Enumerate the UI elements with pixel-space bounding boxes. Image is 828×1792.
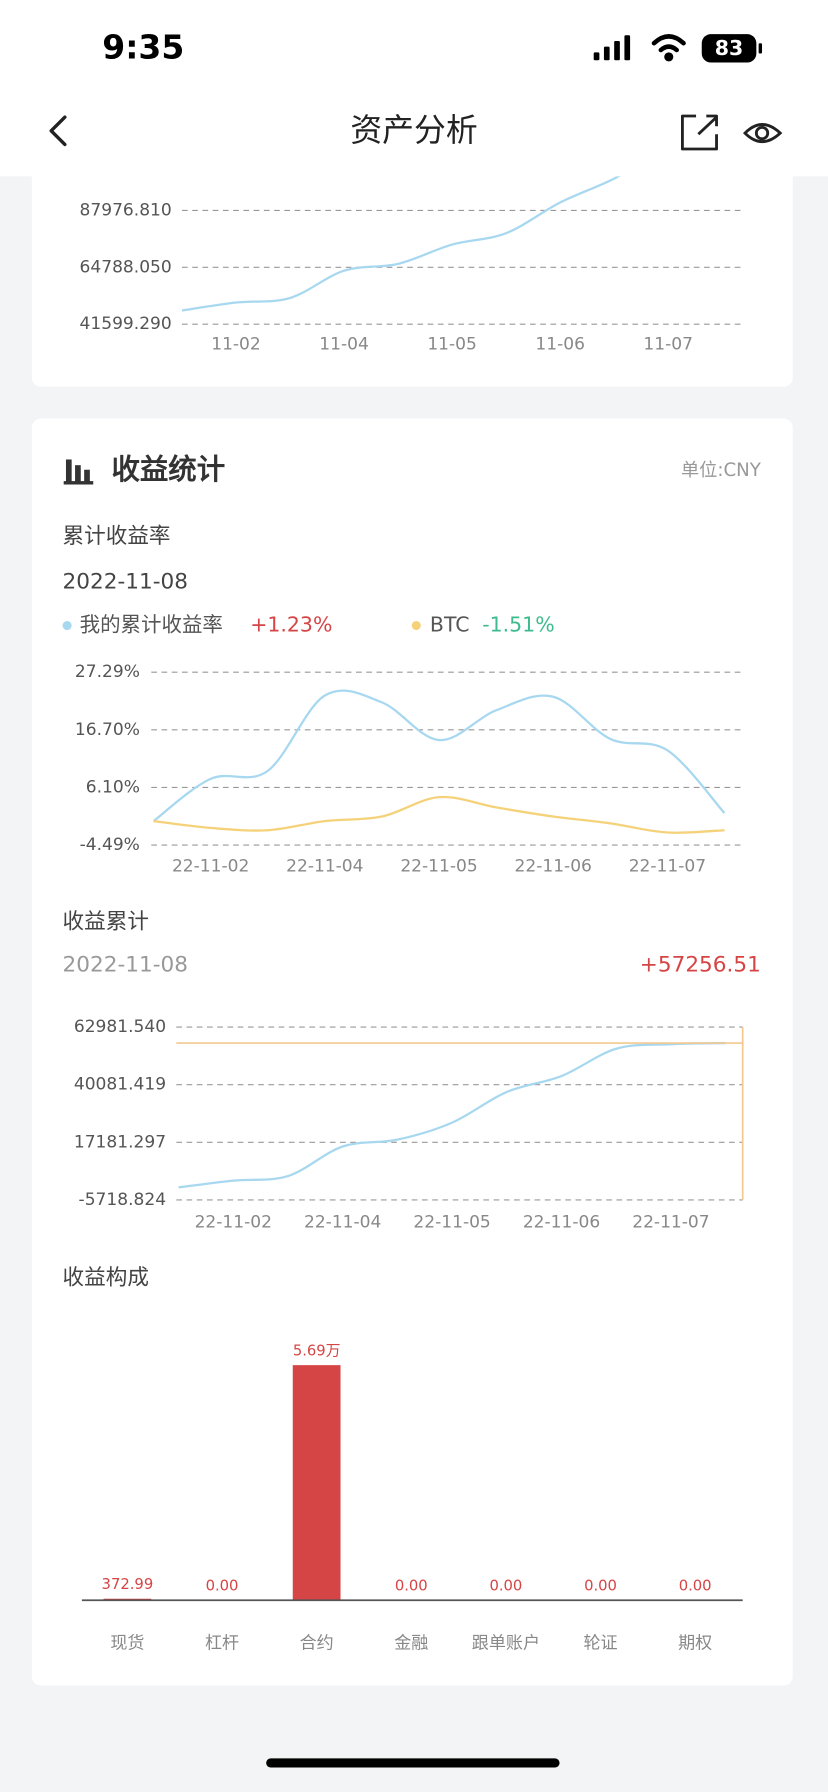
chart-icon bbox=[63, 459, 94, 485]
y-tick-label: 27.29% bbox=[75, 662, 140, 682]
chart-title: 收益累计 bbox=[63, 909, 149, 934]
x-tick-label: 11-05 bbox=[427, 335, 477, 355]
section-title: 收益统计 bbox=[111, 453, 225, 486]
x-tick-label: 22-11-07 bbox=[632, 1213, 709, 1233]
x-tick-label: 22-11-05 bbox=[413, 1213, 490, 1233]
nav-bar: 资产分析 bbox=[0, 0, 828, 177]
y-tick-label: 16.70% bbox=[75, 720, 140, 740]
x-tick-label: 22-11-02 bbox=[195, 1213, 272, 1233]
battery-tip bbox=[758, 43, 763, 54]
x-tick-label: 11-02 bbox=[211, 335, 261, 355]
value-label: 0.00 bbox=[679, 1578, 712, 1595]
y-tick-label: -4.49% bbox=[80, 835, 140, 855]
y-tick-label: 64788.050 bbox=[80, 257, 172, 277]
y-tick-label: 87976.810 bbox=[80, 200, 172, 220]
battery bbox=[701, 34, 757, 63]
unit: 单位:CNY bbox=[681, 460, 762, 481]
value-label: 0.00 bbox=[206, 1578, 239, 1595]
card bbox=[31, 418, 793, 1686]
battery-level: 83 bbox=[715, 36, 743, 60]
chart: -4.49% 6.10% 16.70% 27.29% 22-11-02 22-11-04 2… bbox=[75, 662, 743, 877]
line bbox=[181, 176, 621, 312]
value-label: 0.00 bbox=[395, 1578, 428, 1595]
status-bar: 9:35 83 bbox=[102, 27, 763, 66]
x-tick-label: 22-11-06 bbox=[523, 1213, 600, 1233]
x-tick-label: 现货 bbox=[110, 1633, 144, 1653]
chart-subtitle: 2022-11-08 bbox=[63, 953, 188, 978]
x-tick-label: 11-06 bbox=[535, 335, 585, 355]
chart-title: 收益构成 bbox=[63, 1265, 149, 1290]
chart-subtitle: 2022-11-08 bbox=[63, 569, 188, 594]
x-tick-label: 22-11-04 bbox=[304, 1213, 381, 1233]
current-value: +57256.51 bbox=[640, 953, 761, 978]
plot bbox=[181, 176, 621, 312]
share-button[interactable] bbox=[680, 114, 718, 151]
x-tick-label: 11-07 bbox=[643, 335, 693, 355]
y-tick-label: 17181.297 bbox=[74, 1132, 166, 1152]
x-tick-label: 杠杆 bbox=[205, 1633, 239, 1653]
x-tick-label: 期权 bbox=[678, 1633, 712, 1653]
value-label: 0.00 bbox=[584, 1578, 617, 1595]
legend-label: 我的累计收益率 bbox=[80, 613, 223, 637]
line bbox=[152, 689, 726, 822]
x-tick-label: 22-11-06 bbox=[515, 857, 592, 877]
y-tick-label: -5718.824 bbox=[79, 1190, 167, 1210]
page-title: 资产分析 bbox=[350, 111, 477, 149]
y-tick-label: 62981.540 bbox=[74, 1017, 166, 1037]
legend: 我的累计收益率 +1.23% BTC -1.51% bbox=[62, 613, 555, 637]
line bbox=[153, 795, 725, 834]
x-tick-label: 22-11-04 bbox=[286, 857, 363, 877]
x-tick-label: 22-11-02 bbox=[172, 857, 249, 877]
y-tick-label: 6.10% bbox=[86, 777, 140, 797]
home-indicator bbox=[266, 1758, 560, 1768]
y-tick-label: 41599.290 bbox=[80, 314, 172, 334]
x-tick-label: 11-04 bbox=[319, 335, 369, 355]
chart-title: 累计收益率 bbox=[63, 524, 171, 549]
visibility-toggle[interactable] bbox=[742, 123, 783, 144]
clock: 9:35 bbox=[102, 27, 184, 66]
value-label: 5.69万 bbox=[293, 1342, 341, 1359]
legend-dot bbox=[411, 621, 421, 631]
line bbox=[178, 1041, 726, 1189]
x-tick-label: 22-11-07 bbox=[629, 857, 706, 877]
chart: -5718.824 17181.297 40081.419 62981.540 22-1… bbox=[74, 1017, 744, 1233]
legend-dot bbox=[62, 621, 72, 631]
signal bbox=[593, 35, 631, 61]
bar bbox=[292, 1365, 341, 1601]
section-header: 收益统计 单位:CNY bbox=[63, 453, 762, 486]
legend-value: -1.51% bbox=[482, 613, 554, 637]
x-tick-label: 合约 bbox=[300, 1633, 334, 1653]
legend-label: BTC bbox=[430, 613, 470, 637]
x-tick-label: 金融 bbox=[394, 1633, 428, 1653]
value-label: 372.99 bbox=[102, 1576, 154, 1593]
back-button[interactable] bbox=[49, 115, 67, 147]
x-tick-label: 22-11-05 bbox=[400, 857, 477, 877]
legend-value: +1.23% bbox=[250, 613, 332, 637]
x-tick-label: 轮证 bbox=[583, 1633, 617, 1653]
value-label: 0.00 bbox=[489, 1578, 522, 1595]
nav-background bbox=[0, 0, 828, 177]
y-tick-label: 40081.419 bbox=[74, 1075, 166, 1095]
wifi bbox=[651, 34, 686, 62]
chart: 41599.290 64788.050 87976.810 11-02 11-04 11-… bbox=[80, 176, 745, 355]
x-tick-label: 跟单账户 bbox=[472, 1633, 540, 1653]
